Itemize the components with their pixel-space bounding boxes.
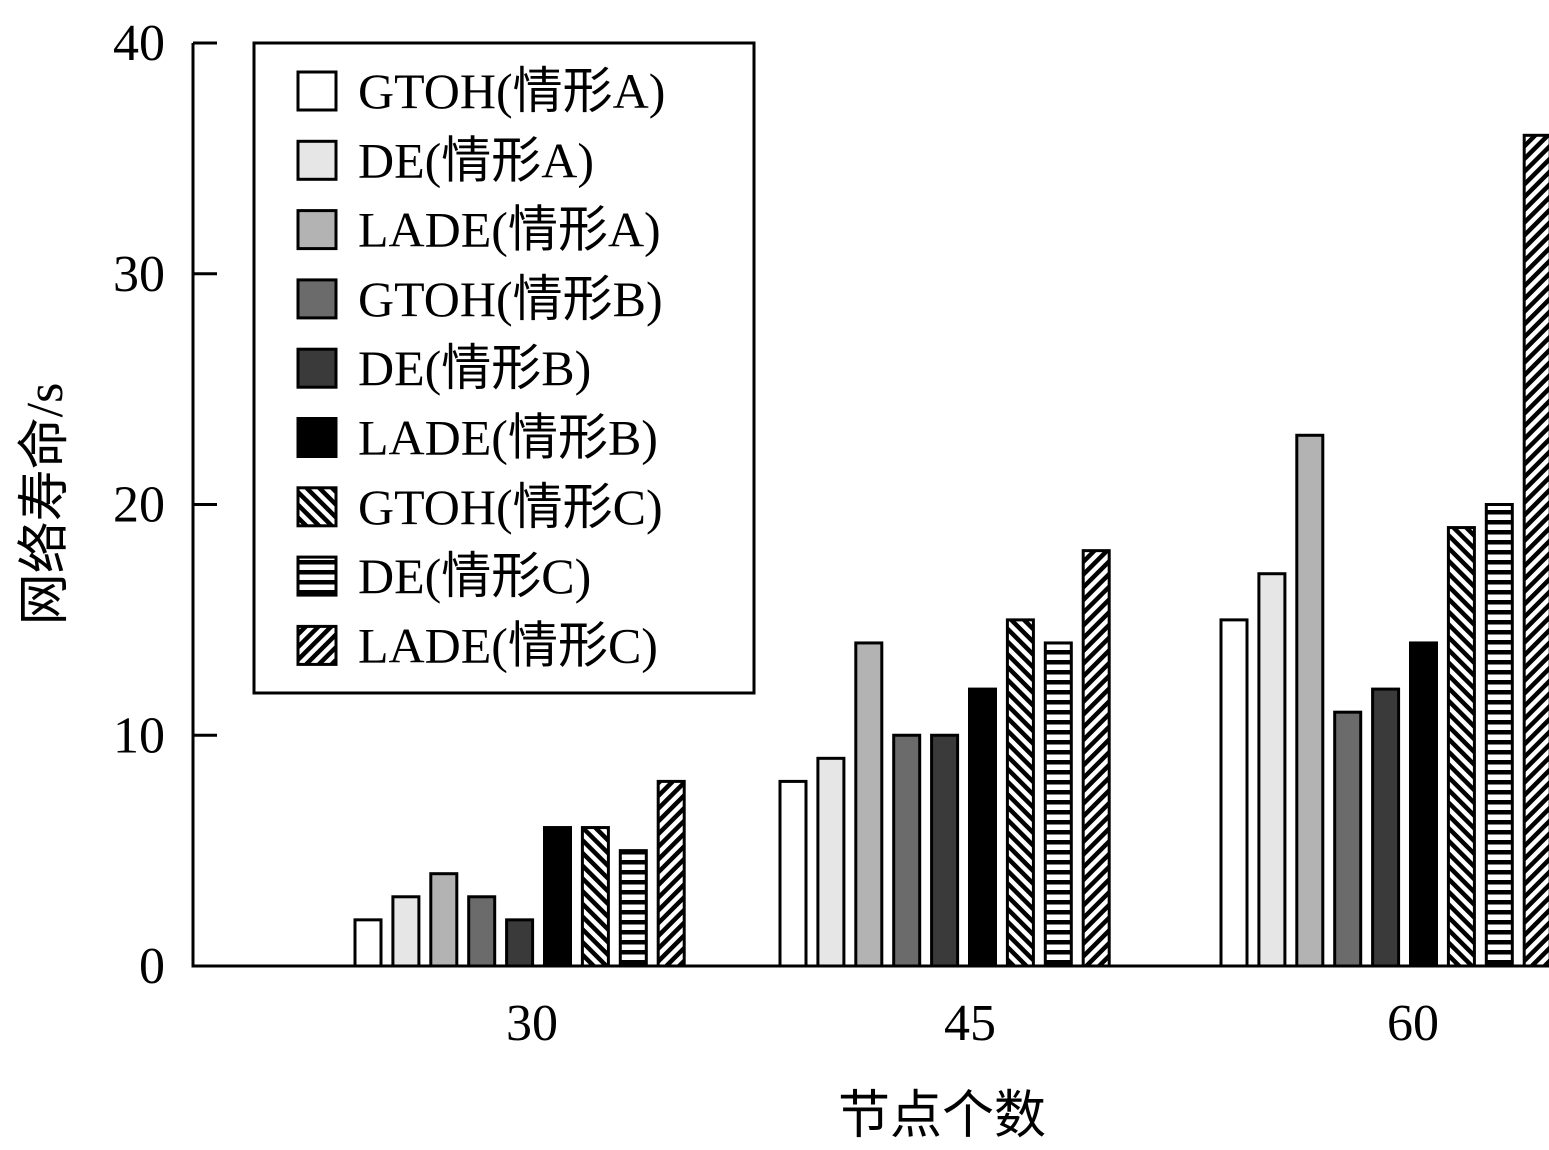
y-tick-label-0: 0 xyxy=(139,938,165,995)
bar-60-series-3 xyxy=(1295,433,1325,968)
legend-swatch-4 xyxy=(296,278,338,320)
y-axis-title: 网络寿命/s xyxy=(16,383,74,626)
bar-60-series-8 xyxy=(1484,503,1514,968)
y-tick-label-40: 40 xyxy=(113,15,165,72)
y-tick-label-10: 10 xyxy=(113,707,165,764)
bar-60-series-9 xyxy=(1522,133,1549,968)
bar-60-series-5 xyxy=(1371,687,1401,968)
legend-swatch-7 xyxy=(296,486,338,528)
bar-45-series-6 xyxy=(968,687,997,968)
legend-swatch-9 xyxy=(296,624,338,666)
bar-30-series-6 xyxy=(543,826,572,968)
legend-swatch-8 xyxy=(296,555,338,597)
bar-45-series-7 xyxy=(1005,618,1035,968)
legend-label-6: LADE(情形B) xyxy=(358,410,658,466)
y-tick-label-30: 30 xyxy=(113,246,165,303)
legend-label-4: GTOH(情形B) xyxy=(358,271,663,327)
bar-60-series-4 xyxy=(1333,710,1363,968)
legend-swatch-1 xyxy=(296,70,338,112)
legend-swatch-6 xyxy=(296,417,338,458)
bar-30-series-1 xyxy=(353,918,383,968)
bar-45-series-3 xyxy=(854,641,884,968)
bars-group xyxy=(353,133,1549,968)
bar-30-series-2 xyxy=(391,895,421,968)
legend-label-2: DE(情形A) xyxy=(358,132,594,188)
bar-45-series-4 xyxy=(892,733,922,968)
legend-swatch-5 xyxy=(296,347,338,389)
legend-label-9: LADE(情形C) xyxy=(358,617,658,673)
bar-45-series-5 xyxy=(930,733,960,968)
bar-30-series-4 xyxy=(467,895,497,968)
legend-label-5: DE(情形B) xyxy=(358,340,591,396)
bar-45-series-2 xyxy=(816,756,846,968)
bar-60-series-2 xyxy=(1257,572,1287,968)
legend-label-7: GTOH(情形C) xyxy=(358,479,663,535)
legend-label-8: DE(情形C) xyxy=(358,548,591,604)
y-tick-label-20: 20 xyxy=(113,477,165,534)
x-axis-title: 节点个数 xyxy=(838,1088,1046,1145)
bar-60-series-6 xyxy=(1409,641,1438,968)
legend-label-1: GTOH(情形A) xyxy=(358,63,665,119)
bar-45-series-1 xyxy=(778,779,808,968)
legend-swatch-3 xyxy=(296,209,338,251)
bar-30-series-3 xyxy=(429,872,459,968)
x-tick-label-45: 45 xyxy=(944,995,996,1052)
bar-30-series-9 xyxy=(656,779,686,968)
bar-30-series-5 xyxy=(505,918,535,968)
x-tick-label-60: 60 xyxy=(1387,995,1439,1052)
legend-label-3: LADE(情形A) xyxy=(358,202,661,258)
bar-60-series-7 xyxy=(1446,526,1476,968)
bar-60-series-1 xyxy=(1219,618,1249,968)
legend: GTOH(情形A) DE(情形A) LADE(情形A) GTOH(情形B) DE(情形B… xyxy=(252,41,756,695)
bar-45-series-8 xyxy=(1043,641,1073,968)
bar-45-series-9 xyxy=(1081,549,1111,968)
y-ticks-group: 0 10 20 30 40 xyxy=(113,15,217,995)
legend-swatch-2 xyxy=(296,139,338,181)
bar-30-series-8 xyxy=(618,849,648,968)
bar-30-series-7 xyxy=(580,826,610,968)
x-ticks-group: 30 45 60 xyxy=(506,995,1439,1052)
x-tick-label-30: 30 xyxy=(506,995,558,1052)
